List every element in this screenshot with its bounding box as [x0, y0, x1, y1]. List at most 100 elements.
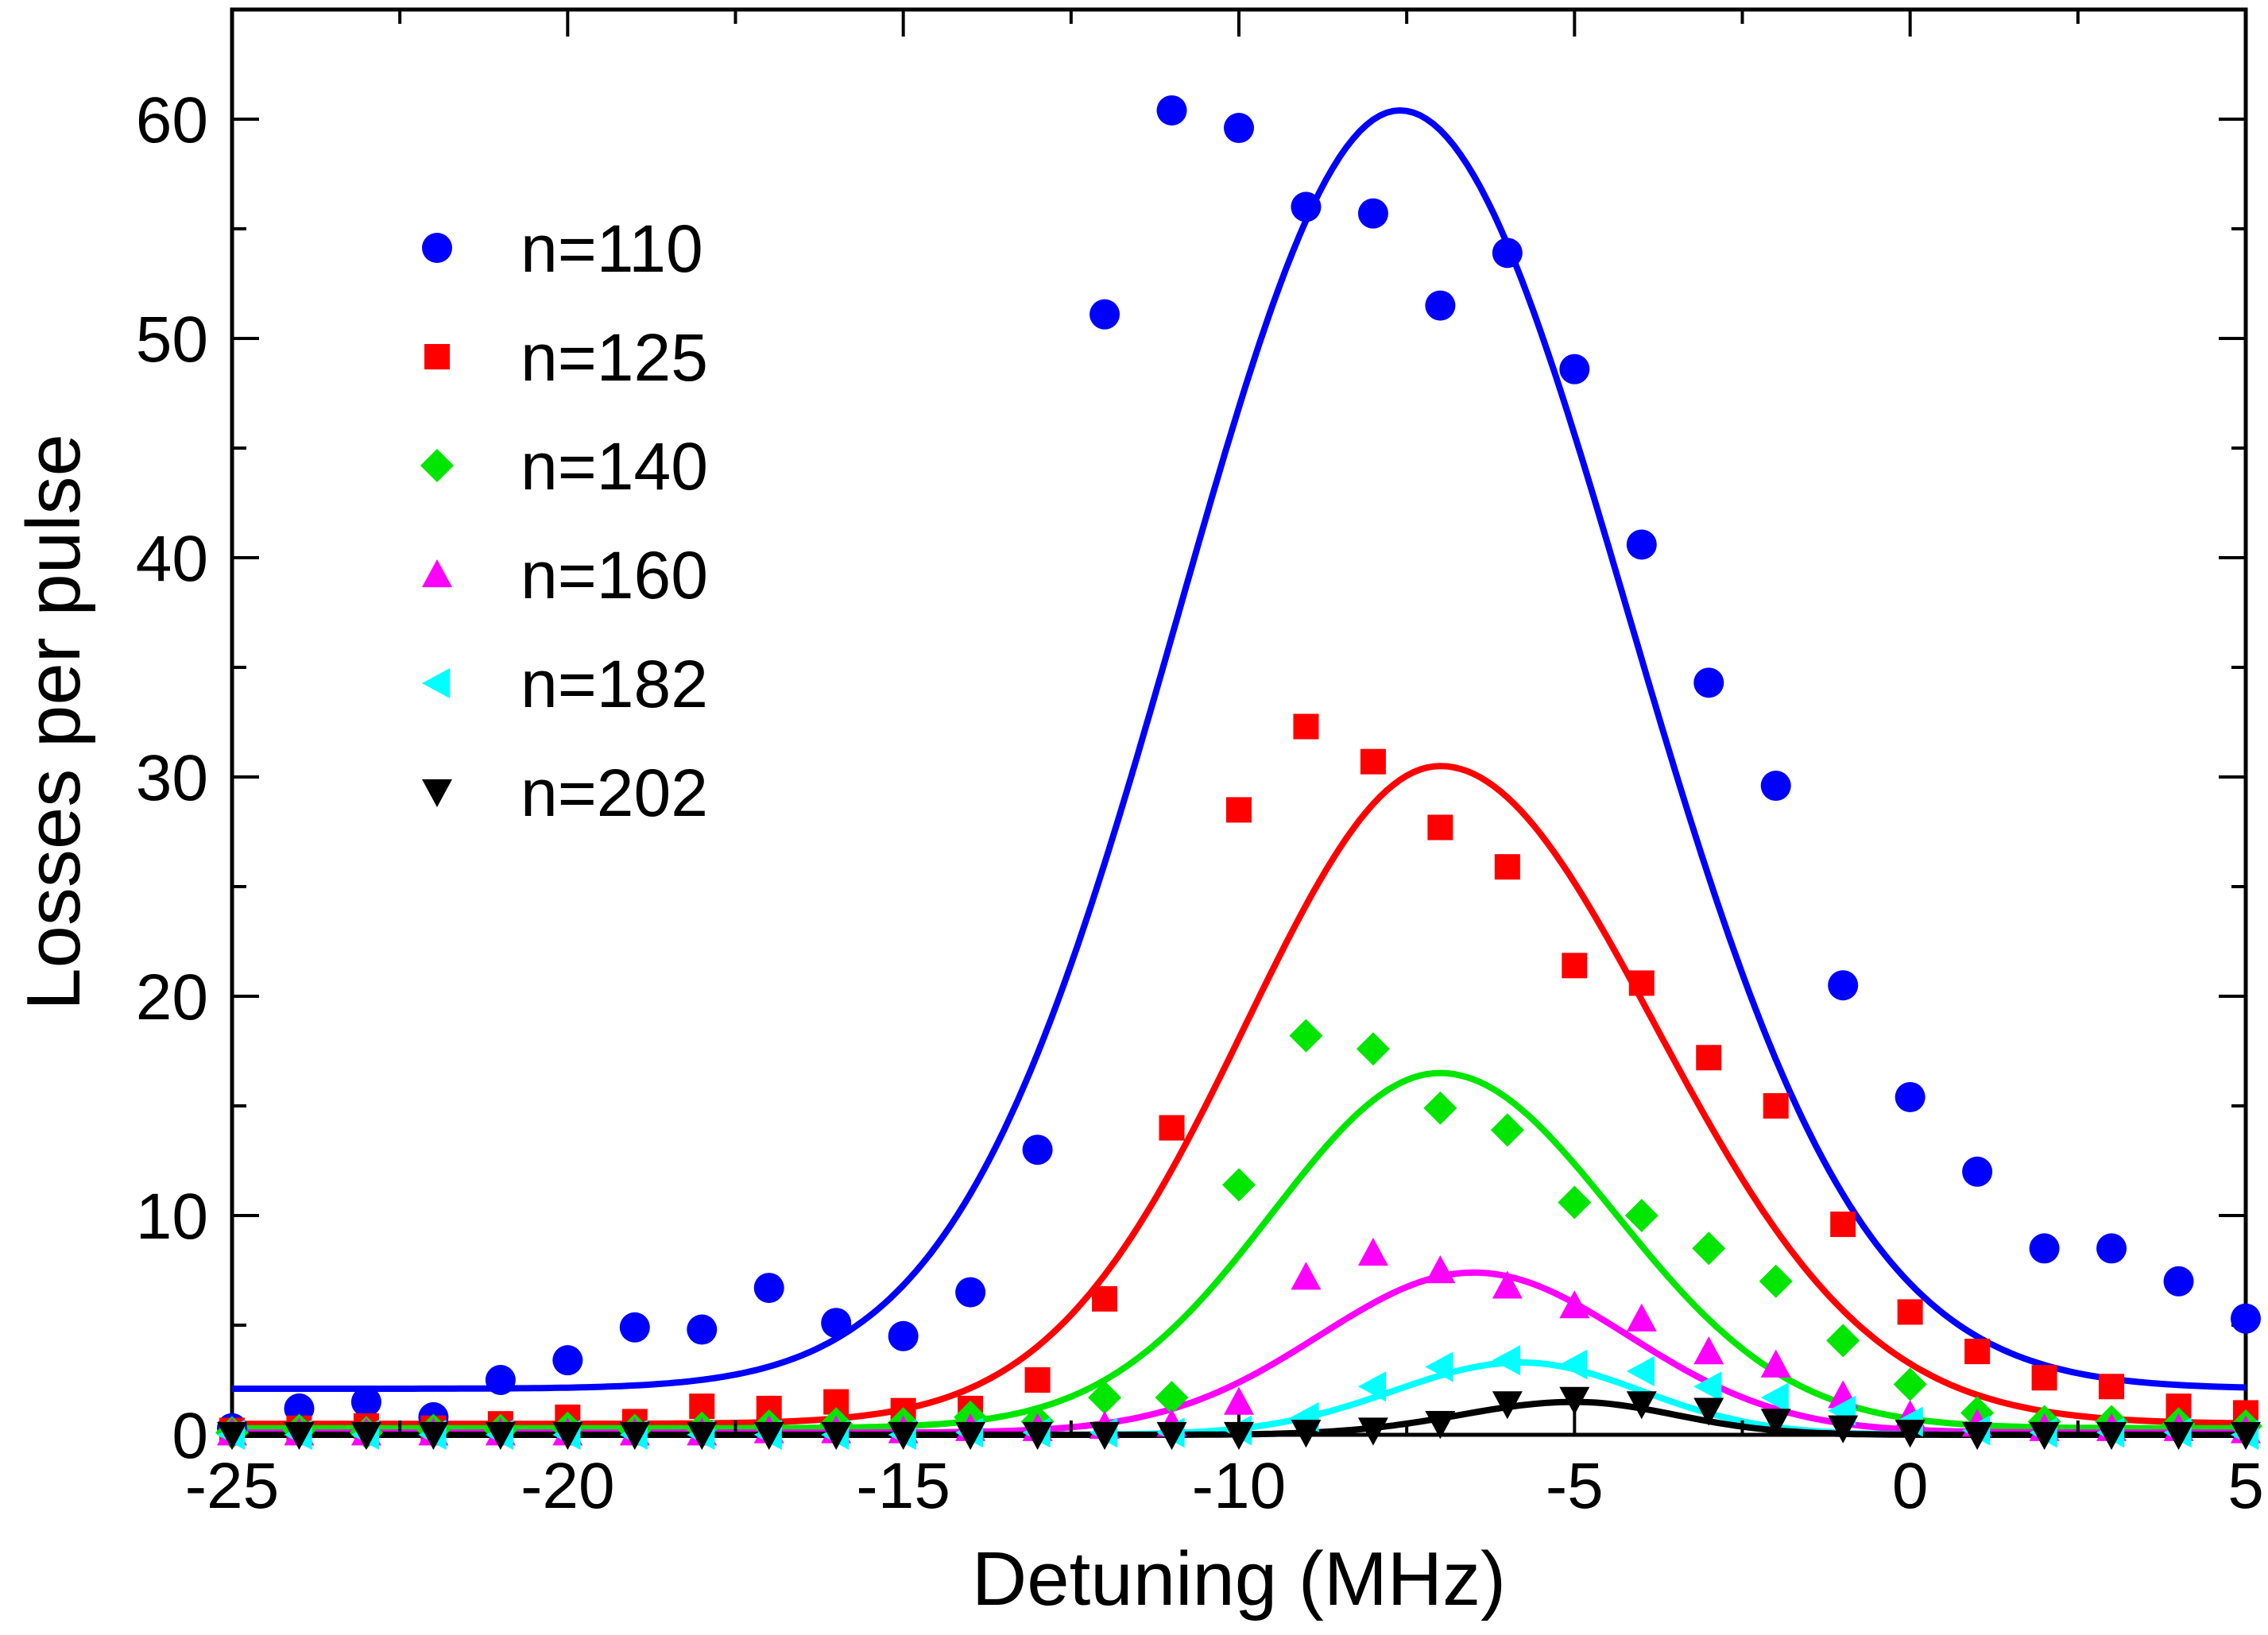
- data-point: [1291, 1420, 1322, 1448]
- data-point: [888, 1421, 919, 1450]
- data-point: [1494, 854, 1520, 880]
- fit-curve-n125: [232, 763, 2247, 1428]
- legend-item-n110: n=110: [422, 211, 703, 286]
- data-point: [1357, 198, 1388, 229]
- data-point: [1895, 1420, 1925, 1448]
- data-point: [687, 1421, 718, 1450]
- data-point: [2031, 1365, 2057, 1391]
- data-point: [1425, 1255, 1456, 1284]
- data-point: [1626, 1391, 1657, 1420]
- data-point: [1897, 1299, 1923, 1325]
- data-point: [1760, 1349, 1791, 1378]
- data-point: [1088, 1381, 1122, 1415]
- data-point: [1156, 1421, 1187, 1450]
- data-point: [1492, 1270, 1523, 1299]
- legend-marker: [422, 779, 452, 807]
- legend-marker: [422, 559, 452, 588]
- data-point: [2096, 1233, 2127, 1264]
- data-point: [1828, 970, 1859, 1001]
- data-point: [1759, 1264, 1793, 1298]
- data-point: [821, 1308, 852, 1339]
- data-point: [1693, 667, 1724, 698]
- data-point: [1558, 1185, 1592, 1219]
- data-point: [1760, 1382, 1789, 1413]
- data-point: [753, 1421, 784, 1450]
- data-point: [284, 1421, 315, 1450]
- data-point: [1962, 1421, 1993, 1450]
- data-point: [1226, 797, 1252, 823]
- data-point: [1893, 1367, 1927, 1401]
- data-point: [1490, 1113, 1524, 1147]
- data-point: [1626, 529, 1657, 560]
- data-point: [2099, 1374, 2125, 1400]
- data-point: [687, 1314, 718, 1345]
- data-point: [485, 1421, 516, 1450]
- y-axis-title: Losses per pulse: [11, 434, 96, 1011]
- data-point: [1492, 1391, 1523, 1420]
- data-point: [2029, 1421, 2060, 1450]
- data-point: [1425, 1351, 1453, 1382]
- data-point: [1492, 1345, 1521, 1376]
- y-tick-label: 10: [136, 1181, 208, 1253]
- legend-item-n202: n=202: [422, 756, 708, 830]
- data-point: [1763, 1093, 1789, 1119]
- data-point: [1626, 1355, 1655, 1386]
- data-point: [1760, 1409, 1791, 1437]
- data-point: [1293, 713, 1319, 740]
- series-n110: [217, 95, 2261, 1444]
- x-tick-label: 5: [2227, 1450, 2264, 1522]
- data-point: [1626, 1303, 1657, 1332]
- x-axis-title: Detuning (MHz): [972, 1536, 1506, 1621]
- legend-item-n125: n=125: [424, 320, 708, 395]
- legend-marker: [422, 233, 452, 263]
- legend-marker: [420, 449, 454, 482]
- data-point: [619, 1312, 650, 1343]
- data-point: [1693, 1336, 1724, 1365]
- y-tick-label: 30: [136, 742, 208, 814]
- legend-label: n=125: [521, 320, 708, 395]
- data-point: [1693, 1397, 1724, 1426]
- data-points: [215, 95, 2262, 1450]
- data-point: [1360, 748, 1386, 775]
- data-point: [1895, 1081, 1925, 1112]
- data-point: [1357, 1417, 1388, 1446]
- y-tick-label: 0: [172, 1400, 208, 1472]
- data-point: [1826, 1324, 1860, 1358]
- data-point: [350, 1421, 381, 1450]
- x-tick-label: -10: [1192, 1450, 1287, 1522]
- legend-label: n=110: [521, 211, 703, 286]
- data-point: [753, 1273, 784, 1304]
- data-point: [1559, 1290, 1590, 1319]
- data-point: [2029, 1233, 2060, 1264]
- data-point: [955, 1421, 986, 1450]
- data-point: [1022, 1134, 1053, 1165]
- x-tick-label: -25: [185, 1450, 280, 1522]
- legend-label: n=202: [521, 756, 708, 830]
- data-point: [2231, 1303, 2261, 1334]
- y-tick-label: 20: [136, 961, 208, 1034]
- data-point: [1291, 191, 1322, 222]
- data-point: [821, 1421, 852, 1450]
- data-point: [1696, 1045, 1722, 1071]
- data-point: [1492, 238, 1523, 269]
- y-tick-label: 60: [136, 84, 208, 157]
- data-point: [485, 1365, 516, 1395]
- x-tick-label: -20: [521, 1450, 615, 1522]
- data-point: [1356, 1032, 1390, 1066]
- data-point: [1559, 1349, 1588, 1380]
- data-point: [1224, 1386, 1254, 1415]
- data-point: [1692, 1231, 1726, 1266]
- y-tick-label: 40: [136, 523, 208, 595]
- data-point: [619, 1421, 650, 1450]
- data-point: [1224, 113, 1254, 144]
- data-point: [1224, 1421, 1254, 1450]
- x-tick-label: -5: [1546, 1450, 1604, 1522]
- x-tick-label: -15: [856, 1450, 950, 1522]
- data-point: [1427, 814, 1453, 841]
- legend-marker: [424, 344, 450, 369]
- legend-label: n=160: [521, 538, 708, 613]
- data-point: [1760, 771, 1791, 802]
- data-point: [1425, 1411, 1456, 1440]
- legend-item-n160: n=160: [422, 538, 708, 613]
